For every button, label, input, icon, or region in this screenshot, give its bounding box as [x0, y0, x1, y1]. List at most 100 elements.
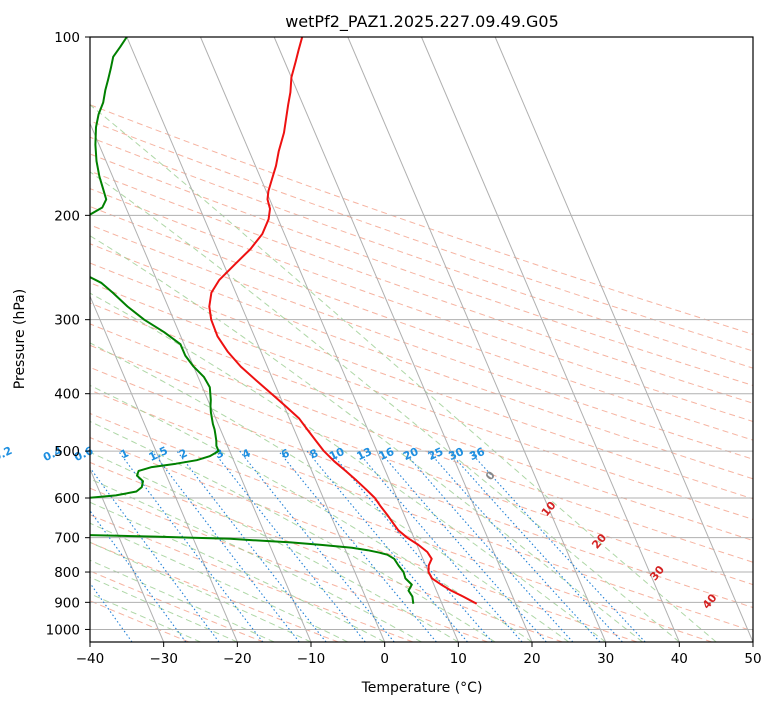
- dry-adiabat-line: [90, 412, 712, 642]
- dry-adiabat-line: [90, 188, 753, 423]
- mixing-ratio-label: 2: [177, 447, 189, 462]
- moist-adiabat-label: 10: [539, 499, 559, 519]
- x-tick-label: −30: [149, 651, 178, 667]
- mixing-ratio-line: [90, 466, 220, 642]
- isotherm-line: [90, 122, 312, 642]
- dry-adiabat-line: [90, 282, 753, 520]
- dry-adiabat-line: [90, 570, 264, 642]
- y-tick-label: 400: [54, 387, 80, 403]
- x-tick-label: 40: [671, 651, 688, 667]
- dry-adiabat-line: [90, 461, 563, 642]
- x-tick-label: −10: [297, 651, 326, 667]
- dry-adiabat-line: [90, 487, 488, 642]
- moist-adiabat-line: [90, 420, 496, 642]
- mixing-ratio-label: 20: [401, 445, 421, 463]
- mixing-ratio-line: [118, 450, 264, 642]
- y-tick-label: 200: [54, 208, 80, 224]
- isotherm-line: [126, 37, 386, 642]
- mixing-ratio-label: 0.2: [0, 444, 14, 464]
- dry-adiabat-line: [90, 389, 753, 632]
- moist-adiabat-line: [90, 478, 422, 642]
- mixing-ratio-label: 6: [279, 446, 292, 461]
- x-tick-label: −40: [76, 651, 105, 667]
- y-tick-label: 600: [54, 491, 80, 507]
- x-tick-label: 0: [380, 651, 389, 667]
- x-tick-label: −20: [223, 651, 252, 667]
- y-tick-label: 900: [54, 595, 80, 611]
- moist-adiabat-line: [90, 384, 533, 642]
- mixing-ratio-line: [212, 450, 366, 642]
- moist-adiabat-label: 0: [483, 468, 498, 482]
- dry-adiabat-line: [90, 323, 753, 563]
- mixing-ratio-line: [278, 450, 437, 642]
- isotherm-line: [494, 37, 753, 642]
- y-ticks: 100 200 300 400 500 600 700 800 900 1000: [46, 30, 90, 638]
- moist-adiabat-label: 40: [700, 591, 720, 611]
- moist-adiabat-line: [90, 292, 606, 642]
- dry-adiabat-line: [90, 600, 189, 642]
- y-tick-label: 1000: [46, 622, 80, 638]
- mixing-ratio-label: 1: [118, 447, 130, 462]
- dry-adiabat-line: [90, 366, 753, 609]
- moist-adiabat-line: [90, 541, 312, 642]
- mixing-ratio-line: [306, 450, 468, 642]
- x-ticks: −40 −30 −20 −10 0 10 20 30 40 50: [76, 642, 762, 667]
- moist-adiabat-line: [90, 342, 570, 642]
- moist-adiabat-line: [90, 104, 717, 642]
- mixing-ratio-label: 30: [447, 445, 467, 463]
- mixing-ratio-line: [90, 582, 133, 642]
- mixing-ratio-line: [378, 450, 547, 642]
- x-tick-label: 20: [523, 651, 540, 667]
- y-tick-label: 100: [54, 30, 80, 46]
- mixing-ratio-line: [469, 450, 646, 642]
- moist-adiabat-line: [90, 235, 643, 642]
- series-layer: [90, 37, 478, 605]
- dry-adiabat-line: [90, 120, 753, 352]
- plot-frame: [89, 36, 754, 643]
- isotherm-line: [273, 37, 533, 642]
- moist-adiabat-line: [90, 451, 459, 642]
- isotherm-line: [90, 295, 238, 642]
- dry-adiabat-line: [90, 344, 753, 586]
- mixing-ratio-label: 13: [355, 445, 374, 463]
- dewpoint-profile-line: [90, 37, 415, 604]
- moist-adiabat-line: [90, 501, 385, 642]
- dry-adiabat-line: [90, 243, 753, 480]
- chart-title: wetPf2_PAZ1.2025.227.09.49.G05: [285, 12, 559, 32]
- dry-adiabat-line: [90, 514, 414, 642]
- dry-adiabat-line: [90, 170, 753, 404]
- dry-adiabat-line: [90, 262, 753, 500]
- mixing-ratio-line: [239, 450, 395, 642]
- mixing-ratio-line: [403, 450, 574, 642]
- isotherm-line: [200, 37, 459, 642]
- dry-adiabat-line: [90, 104, 753, 335]
- temperature-profile-line: [208, 37, 478, 605]
- mixing-ratio-label: 8: [308, 447, 320, 462]
- moist-adiabat-line: [90, 559, 275, 642]
- mixing-ratio-label: 4: [240, 446, 253, 461]
- dry-adiabat-line: [90, 302, 753, 542]
- mixing-ratio-label: 16: [377, 445, 397, 463]
- mixing-ratio-line: [90, 509, 187, 642]
- x-tick-label: 30: [597, 651, 614, 667]
- isotherm-line: [90, 467, 165, 642]
- dry-adiabat-line: [90, 437, 638, 642]
- mixing-ratio-label: 25: [426, 445, 445, 463]
- mixing-ratio-line: [448, 450, 623, 642]
- y-axis-label: Pressure (hPa): [12, 289, 28, 389]
- x-tick-label: 10: [450, 651, 467, 667]
- grid-layer: [90, 37, 753, 642]
- dry-adiabat-line: [90, 224, 753, 460]
- dry-adiabat-line: [90, 206, 753, 441]
- x-tick-label: 50: [744, 651, 761, 667]
- moist-adiabat-line: [90, 576, 238, 642]
- moist-adiabat-line: [90, 593, 201, 642]
- x-axis-label: Temperature (°C): [361, 680, 483, 696]
- y-tick-label: 300: [54, 313, 80, 329]
- y-tick-label: 800: [54, 565, 80, 581]
- y-tick-label: 500: [54, 444, 80, 460]
- isotherm-line: [347, 37, 607, 642]
- mixing-ratio-line: [427, 450, 601, 642]
- y-tick-label: 700: [54, 531, 80, 547]
